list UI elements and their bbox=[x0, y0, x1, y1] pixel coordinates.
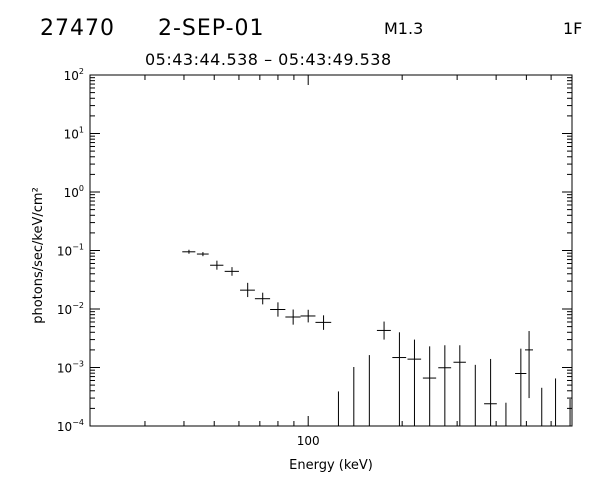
y-tick-base: 10 bbox=[64, 128, 79, 142]
data-point-18 bbox=[438, 345, 452, 426]
data-point-1 bbox=[182, 249, 196, 254]
event-id: 27470 bbox=[40, 16, 115, 41]
event-date: 2-SEP-01 bbox=[158, 16, 265, 41]
data-point-10 bbox=[315, 315, 332, 330]
y-tick-exponent: −3 bbox=[72, 360, 84, 369]
data-point-8 bbox=[285, 309, 301, 325]
y-tick-base: 10 bbox=[64, 186, 79, 200]
event-flag: 1F bbox=[563, 19, 583, 38]
data-point-4 bbox=[224, 267, 239, 276]
time-range: 05:43:44.538 – 05:43:49.538 bbox=[145, 50, 392, 69]
data-point-23 bbox=[515, 348, 527, 426]
y-tick-label: 100 bbox=[64, 184, 84, 200]
y-tick-base: 10 bbox=[57, 303, 72, 317]
data-point-19 bbox=[453, 345, 466, 426]
data-point-7 bbox=[270, 302, 286, 317]
y-tick-label: 10−3 bbox=[57, 360, 84, 376]
y-tick-exponent: −2 bbox=[72, 301, 84, 310]
data-point-3 bbox=[210, 260, 224, 270]
y-tick-base: 10 bbox=[64, 69, 79, 83]
y-tick-base: 10 bbox=[57, 362, 72, 376]
y-tick-label: 101 bbox=[64, 126, 84, 142]
data-point-15 bbox=[392, 332, 407, 426]
plot-frame bbox=[89, 74, 573, 427]
data-point-21 bbox=[484, 358, 497, 426]
goes-class: M1.3 bbox=[384, 19, 424, 38]
y-tick-label: 10−4 bbox=[57, 418, 84, 434]
data-point-6 bbox=[254, 292, 271, 305]
y-tick-label: 10−1 bbox=[57, 243, 84, 259]
y-tick-exponent: 1 bbox=[79, 126, 84, 135]
y-tick-exponent: −4 bbox=[72, 418, 84, 427]
y-tick-label: 10−2 bbox=[57, 301, 84, 317]
y-tick-base: 10 bbox=[57, 245, 72, 259]
data-point-9 bbox=[300, 309, 316, 323]
data-point-24 bbox=[525, 331, 533, 399]
data-point-5 bbox=[240, 282, 255, 298]
data-point-17 bbox=[422, 346, 437, 426]
data-point-16 bbox=[407, 339, 422, 426]
y-tick-base: 10 bbox=[57, 420, 72, 434]
x-tick-label: 100 bbox=[297, 434, 320, 448]
data-point-2 bbox=[196, 252, 209, 257]
y-tick-label: 102 bbox=[64, 67, 84, 83]
y-tick-exponent: 2 bbox=[79, 67, 84, 76]
y-tick-exponent: 0 bbox=[79, 184, 84, 193]
y-axis-title: photons/sec/keV/cm² bbox=[31, 187, 46, 324]
data-point-14 bbox=[376, 321, 391, 340]
y-tick-exponent: −1 bbox=[72, 243, 84, 252]
x-axis-title: Energy (keV) bbox=[289, 458, 373, 473]
